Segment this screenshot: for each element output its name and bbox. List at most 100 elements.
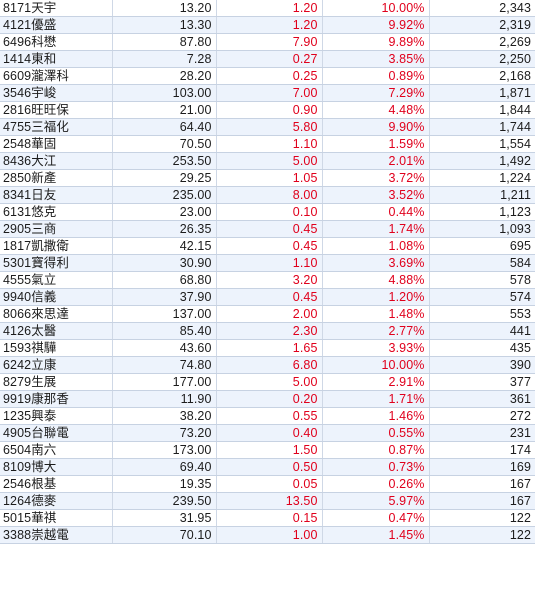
- table-row[interactable]: 1414東和 7.28 0.27 3.85% 2,250: [0, 50, 535, 68]
- stock-table-body: 8171天宇 13.20 1.20 10.00% 2,343 4121優盛 13…: [0, 0, 535, 544]
- change-percent-cell: 1.59%: [322, 135, 430, 153]
- price-cell: 19.35: [112, 475, 217, 493]
- price-cell: 173.00: [112, 441, 217, 459]
- price-cell: 73.20: [112, 424, 217, 442]
- volume-cell: 390: [429, 356, 535, 374]
- table-row[interactable]: 3546宇峻 103.00 7.00 7.29% 1,871: [0, 84, 535, 102]
- stock-name-cell: 4755三福化: [0, 118, 113, 136]
- stock-name-cell: 4905台聯電: [0, 424, 113, 442]
- volume-cell: 695: [429, 237, 535, 255]
- table-row[interactable]: 6496科懋 87.80 7.90 9.89% 2,269: [0, 33, 535, 51]
- volume-cell: 2,269: [429, 33, 535, 51]
- change-percent-cell: 5.97%: [322, 492, 430, 510]
- table-row[interactable]: 1264德麥 239.50 13.50 5.97% 167: [0, 492, 535, 510]
- change-percent-cell: 10.00%: [322, 356, 430, 374]
- table-row[interactable]: 4126太醫 85.40 2.30 2.77% 441: [0, 322, 535, 340]
- table-row[interactable]: 2905三商 26.35 0.45 1.74% 1,093: [0, 220, 535, 238]
- stock-name-cell: 6242立康: [0, 356, 113, 374]
- volume-cell: 174: [429, 441, 535, 459]
- change-percent-cell: 3.93%: [322, 339, 430, 357]
- table-row[interactable]: 8109博大 69.40 0.50 0.73% 169: [0, 458, 535, 476]
- change-cell: 0.15: [216, 509, 323, 527]
- stock-name-cell: 3388崇越電: [0, 526, 113, 544]
- table-row[interactable]: 8341日友 235.00 8.00 3.52% 1,211: [0, 186, 535, 204]
- volume-cell: 1,123: [429, 203, 535, 221]
- change-cell: 5.80: [216, 118, 323, 136]
- change-cell: 5.00: [216, 373, 323, 391]
- price-cell: 68.80: [112, 271, 217, 289]
- volume-cell: 377: [429, 373, 535, 391]
- change-cell: 1.65: [216, 339, 323, 357]
- stock-name-cell: 4555氣立: [0, 271, 113, 289]
- price-cell: 177.00: [112, 373, 217, 391]
- table-row[interactable]: 1235興泰 38.20 0.55 1.46% 272: [0, 407, 535, 425]
- table-row[interactable]: 2816旺旺保 21.00 0.90 4.48% 1,844: [0, 101, 535, 119]
- change-percent-cell: 3.85%: [322, 50, 430, 68]
- table-row[interactable]: 9940信義 37.90 0.45 1.20% 574: [0, 288, 535, 306]
- volume-cell: 122: [429, 526, 535, 544]
- table-row[interactable]: 4555氣立 68.80 3.20 4.88% 578: [0, 271, 535, 289]
- volume-cell: 1,093: [429, 220, 535, 238]
- change-cell: 0.45: [216, 237, 323, 255]
- price-cell: 43.60: [112, 339, 217, 357]
- table-row[interactable]: 2548華固 70.50 1.10 1.59% 1,554: [0, 135, 535, 153]
- change-percent-cell: 1.46%: [322, 407, 430, 425]
- stock-name-cell: 1817凱撒衛: [0, 237, 113, 255]
- stock-name-cell: 8341日友: [0, 186, 113, 204]
- price-cell: 70.50: [112, 135, 217, 153]
- change-cell: 1.10: [216, 254, 323, 272]
- table-row[interactable]: 4755三福化 64.40 5.80 9.90% 1,744: [0, 118, 535, 136]
- table-row[interactable]: 1817凱撒衛 42.15 0.45 1.08% 695: [0, 237, 535, 255]
- table-row[interactable]: 8066來思達 137.00 2.00 1.48% 553: [0, 305, 535, 323]
- change-percent-cell: 2.01%: [322, 152, 430, 170]
- table-row[interactable]: 3388崇越電 70.10 1.00 1.45% 122: [0, 526, 535, 544]
- table-row[interactable]: 1593祺驊 43.60 1.65 3.93% 435: [0, 339, 535, 357]
- table-row[interactable]: 5015華祺 31.95 0.15 0.47% 122: [0, 509, 535, 527]
- change-cell: 7.90: [216, 33, 323, 51]
- change-percent-cell: 4.48%: [322, 101, 430, 119]
- change-cell: 0.55: [216, 407, 323, 425]
- table-row[interactable]: 6504南六 173.00 1.50 0.87% 174: [0, 441, 535, 459]
- price-cell: 42.15: [112, 237, 217, 255]
- change-cell: 0.45: [216, 220, 323, 238]
- change-cell: 2.00: [216, 305, 323, 323]
- change-cell: 1.50: [216, 441, 323, 459]
- change-percent-cell: 0.87%: [322, 441, 430, 459]
- table-row[interactable]: 8279生展 177.00 5.00 2.91% 377: [0, 373, 535, 391]
- table-row[interactable]: 9919康那香 11.90 0.20 1.71% 361: [0, 390, 535, 408]
- volume-cell: 553: [429, 305, 535, 323]
- volume-cell: 2,343: [429, 0, 535, 17]
- table-row[interactable]: 6609瀧澤科 28.20 0.25 0.89% 2,168: [0, 67, 535, 85]
- change-cell: 1.10: [216, 135, 323, 153]
- change-percent-cell: 0.26%: [322, 475, 430, 493]
- price-cell: 7.28: [112, 50, 217, 68]
- change-cell: 0.05: [216, 475, 323, 493]
- change-percent-cell: 1.08%: [322, 237, 430, 255]
- stock-name-cell: 5301寶得利: [0, 254, 113, 272]
- volume-cell: 1,492: [429, 152, 535, 170]
- volume-cell: 272: [429, 407, 535, 425]
- table-row[interactable]: 8436大江 253.50 5.00 2.01% 1,492: [0, 152, 535, 170]
- table-row[interactable]: 2850新產 29.25 1.05 3.72% 1,224: [0, 169, 535, 187]
- change-percent-cell: 7.29%: [322, 84, 430, 102]
- table-row[interactable]: 4905台聯電 73.20 0.40 0.55% 231: [0, 424, 535, 442]
- table-row[interactable]: 6131悠克 23.00 0.10 0.44% 1,123: [0, 203, 535, 221]
- table-row[interactable]: 5301寶得利 30.90 1.10 3.69% 584: [0, 254, 535, 272]
- table-row[interactable]: 2546根基 19.35 0.05 0.26% 167: [0, 475, 535, 493]
- change-cell: 0.90: [216, 101, 323, 119]
- change-percent-cell: 9.89%: [322, 33, 430, 51]
- change-cell: 7.00: [216, 84, 323, 102]
- change-percent-cell: 0.73%: [322, 458, 430, 476]
- price-cell: 70.10: [112, 526, 217, 544]
- table-row[interactable]: 4121優盛 13.30 1.20 9.92% 2,319: [0, 16, 535, 34]
- change-percent-cell: 2.91%: [322, 373, 430, 391]
- stock-name-cell: 2905三商: [0, 220, 113, 238]
- table-row[interactable]: 6242立康 74.80 6.80 10.00% 390: [0, 356, 535, 374]
- stock-name-cell: 6609瀧澤科: [0, 67, 113, 85]
- change-percent-cell: 1.20%: [322, 288, 430, 306]
- price-cell: 239.50: [112, 492, 217, 510]
- change-cell: 8.00: [216, 186, 323, 204]
- table-row[interactable]: 8171天宇 13.20 1.20 10.00% 2,343: [0, 0, 535, 17]
- volume-cell: 167: [429, 475, 535, 493]
- stock-name-cell: 8436大江: [0, 152, 113, 170]
